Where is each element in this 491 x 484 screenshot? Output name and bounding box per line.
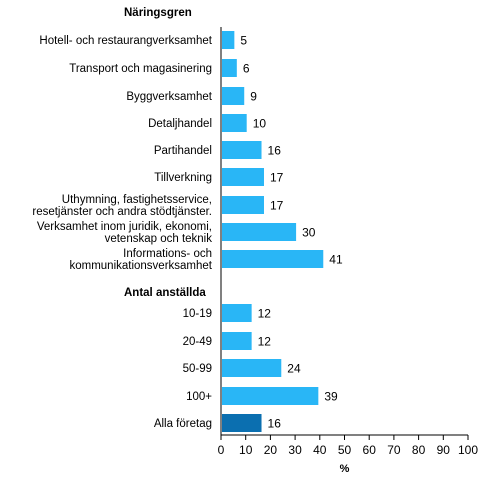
value-label: 9 — [250, 90, 257, 104]
bar — [222, 59, 237, 77]
bar — [222, 359, 282, 377]
x-tick-label: 10 — [239, 443, 253, 457]
category-label: Byggverksamhet — [126, 91, 212, 103]
bar — [222, 168, 264, 186]
bar — [222, 114, 247, 132]
bar — [222, 250, 324, 268]
value-label: 5 — [240, 34, 247, 48]
bar — [222, 31, 235, 49]
category-label: Partihandel — [154, 145, 212, 157]
value-label: 24 — [287, 362, 301, 376]
value-label: 10 — [253, 117, 267, 131]
x-axis: 0 10 20 30 40 50 60 70 80 90 100 — [218, 27, 478, 457]
value-label: 30 — [302, 226, 316, 240]
bar — [222, 304, 252, 322]
category-label: Detaljhandel — [148, 118, 212, 130]
value-label: 16 — [268, 417, 282, 431]
category-label: resetjänster och andra stödtjänster. — [32, 206, 212, 218]
value-label: 12 — [258, 307, 272, 321]
x-tick-label: 100 — [458, 443, 478, 457]
bars — [222, 31, 324, 432]
category-label: Uthymning, fastighetsservice, — [62, 194, 212, 206]
x-tick-label: 70 — [387, 443, 401, 457]
group-headings: Näringsgren Antal anställda — [124, 7, 206, 299]
value-label: 12 — [258, 335, 272, 349]
value-label: 39 — [324, 390, 338, 404]
category-label: kommunikationsverksamhet — [69, 260, 212, 272]
category-label: Hotell- och restaurangverksamhet — [39, 35, 212, 47]
category-label: 100+ — [186, 391, 212, 403]
category-label: Alla företag — [154, 418, 212, 430]
x-tick-label: 80 — [412, 443, 426, 457]
category-label: Informations- och — [123, 248, 212, 260]
bar — [222, 223, 297, 241]
value-label: 6 — [243, 62, 250, 76]
bar — [222, 141, 262, 159]
bar — [222, 87, 245, 105]
group-heading: Antal anställda — [124, 287, 206, 299]
bar — [222, 414, 262, 432]
bar — [222, 196, 264, 214]
x-axis-label: % — [340, 463, 350, 475]
x-tick-label: 90 — [437, 443, 451, 457]
value-label: 41 — [329, 253, 343, 267]
category-label: Transport och magasinering — [69, 63, 212, 75]
category-label: 10-19 — [183, 308, 212, 320]
x-tick-label: 50 — [338, 443, 352, 457]
value-label: 17 — [270, 199, 284, 213]
category-label: 20-49 — [183, 336, 212, 348]
category-label: Verksamhet inom juridik, ekonomi, — [37, 221, 212, 233]
x-tick-label: 20 — [264, 443, 278, 457]
x-tick-label: 40 — [313, 443, 327, 457]
group-heading: Näringsgren — [124, 7, 192, 19]
value-label: 17 — [270, 171, 284, 185]
x-tick-label: 60 — [363, 443, 377, 457]
x-tick-label: 0 — [218, 443, 225, 457]
bar — [222, 387, 319, 405]
x-tick-label: 30 — [288, 443, 302, 457]
category-label: vetenskap och teknik — [105, 233, 213, 245]
bar — [222, 332, 252, 350]
category-label: Tillverkning — [154, 172, 212, 184]
value-label: 16 — [268, 144, 282, 158]
category-labels: Hotell- och restaurangverksamhet Transpor… — [32, 35, 212, 430]
category-label: 50-99 — [183, 363, 212, 375]
